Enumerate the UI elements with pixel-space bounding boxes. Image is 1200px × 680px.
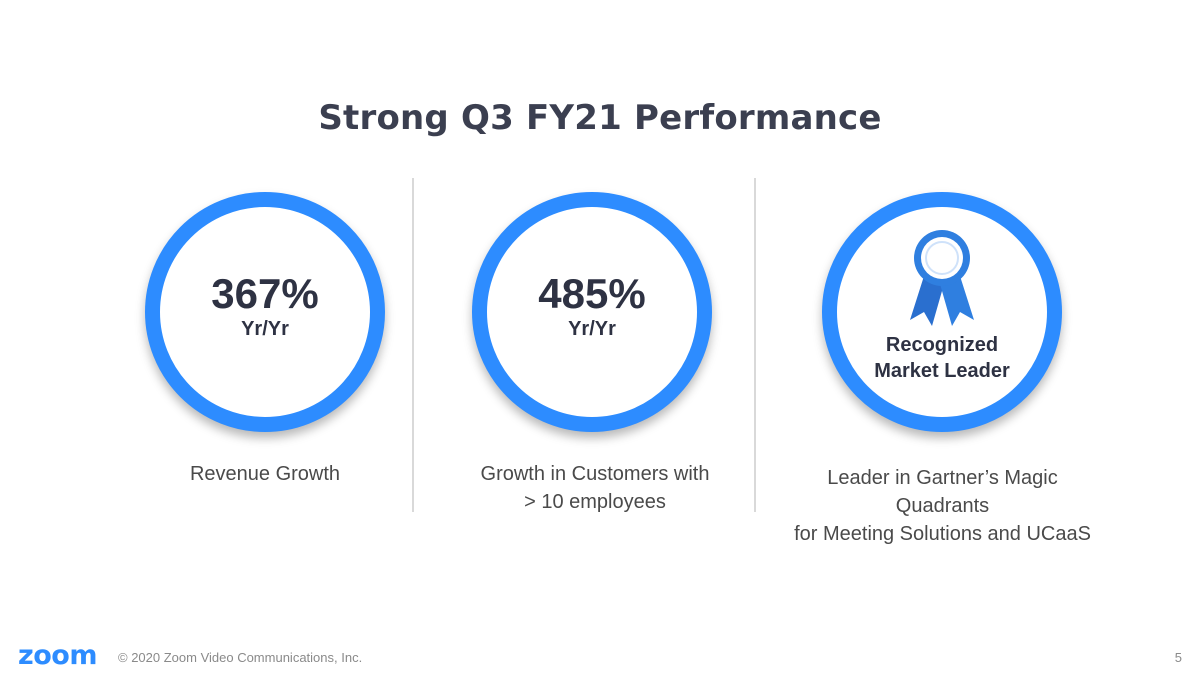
metric-value: 367% [211, 270, 319, 317]
ribbon-award-icon [910, 230, 974, 326]
zoom-logo: zoom [18, 640, 97, 671]
metric-caption-revenue: Revenue Growth [120, 460, 410, 488]
caption-line: Growth in Customers with [480, 463, 710, 485]
metric-unit: Yr/Yr [241, 318, 289, 340]
metric-value: 485% [538, 270, 646, 317]
slide-title: Strong Q3 FY21 Performance [318, 98, 882, 138]
metric-circle-revenue: 367% Yr/Yr [145, 192, 385, 432]
award-caption: Leader in Gartner’s Magic Quadrants for … [785, 464, 1100, 548]
divider [412, 178, 414, 512]
copyright-text: © 2020 Zoom Video Communications, Inc. [118, 650, 363, 665]
page-number: 5 [1174, 650, 1182, 665]
caption-line: Leader in Gartner’s Magic Quadrants [827, 467, 1058, 517]
caption-line: > 10 employees [524, 491, 666, 513]
metric-circle-customers: 485% Yr/Yr [472, 192, 712, 432]
award-label: Recognized Market Leader [874, 332, 1010, 384]
award-label-line: Market Leader [874, 360, 1010, 382]
award-circle: Recognized Market Leader [822, 192, 1062, 432]
award-label-line: Recognized [885, 334, 999, 356]
divider [754, 178, 756, 512]
caption-line: for Meeting Solutions and UCaaS [794, 523, 1091, 545]
metric-unit: Yr/Yr [568, 318, 616, 340]
metric-caption-customers: Growth in Customers with > 10 employees [440, 460, 750, 516]
caption-line: Revenue Growth [189, 463, 341, 485]
